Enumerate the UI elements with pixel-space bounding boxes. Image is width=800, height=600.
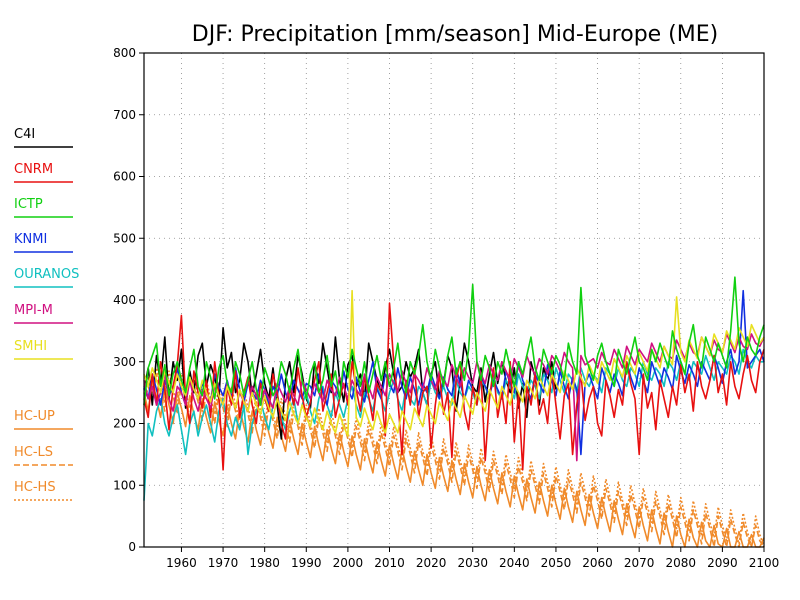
y-tick-label: 700 (113, 108, 136, 122)
legend: C4I CNRM ICTP KNMI OURANOS MPI-M SMHI HC-UP HC-L… (14, 127, 79, 501)
x-tick-label: 2010 (374, 556, 405, 570)
y-tick-label: 200 (113, 417, 136, 431)
x-tick-label: 2020 (416, 556, 447, 570)
x-tick-label: 2050 (541, 556, 572, 570)
legend-label-knmi: KNMI (14, 232, 47, 247)
legend-label-hc-ls: HC-LS (14, 445, 53, 460)
y-tick-label: 300 (113, 355, 136, 369)
y-tick-label: 500 (113, 231, 136, 245)
y-tick-label: 800 (113, 46, 136, 60)
y-tick-label: 100 (113, 478, 136, 492)
y-tick-label: 600 (113, 170, 136, 184)
x-tick-label: 2080 (666, 556, 697, 570)
y-axis-ticks: 0 100 200 300 400 500 600 700 800 (113, 46, 144, 554)
y-tick-label: 0 (128, 540, 136, 554)
legend-label-hc-hs: HC-HS (14, 480, 56, 495)
x-tick-label: 1990 (291, 556, 322, 570)
x-tick-label: 2100 (749, 556, 780, 570)
legend-label-smhi: SMHI (14, 339, 47, 354)
y-tick-label: 400 (113, 293, 136, 307)
legend-label-ouranos: OURANOS (14, 267, 79, 282)
legend-label-hc-up: HC-UP (14, 409, 55, 424)
x-tick-label: 1960 (166, 556, 197, 570)
x-tick-label: 2000 (333, 556, 364, 570)
x-tick-label: 2070 (624, 556, 655, 570)
x-tick-label: 2090 (707, 556, 738, 570)
series-line-hc-ls (143, 373, 765, 548)
legend-label-cnrm: CNRM (14, 162, 53, 177)
chart-title: DJF: Precipitation [mm/season] Mid-Europ… (192, 22, 718, 47)
series-line-hc-hs (143, 367, 765, 548)
legend-label-c4i: C4I (14, 127, 35, 142)
series-line-ouranos (143, 348, 764, 501)
series-line-ictp (143, 276, 765, 406)
series-lines (143, 276, 765, 548)
x-tick-label: 2060 (582, 556, 613, 570)
x-tick-label: 1980 (249, 556, 280, 570)
x-tick-label: 2040 (499, 556, 530, 570)
legend-label-mpi-m: MPI-M (14, 303, 53, 318)
series-line-smhi (143, 289, 765, 437)
legend-label-ictp: ICTP (14, 197, 43, 212)
x-tick-label: 2030 (457, 556, 488, 570)
x-axis-ticks: 1960 1970 1980 1990 2000 2010 2020 2030 2040 2050… (166, 547, 779, 570)
x-tick-label: 1970 (208, 556, 239, 570)
